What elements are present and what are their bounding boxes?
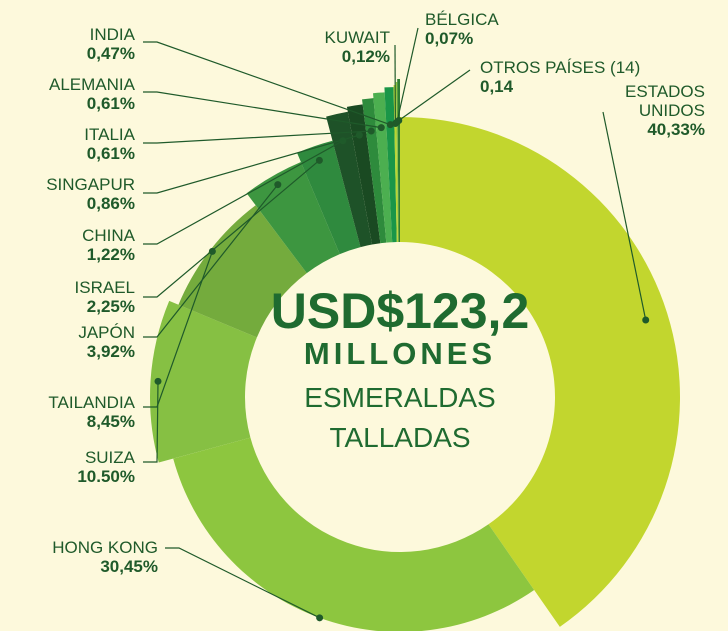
slice-label: ITALIA 0,61% — [0, 125, 135, 163]
leader-dot — [395, 117, 403, 125]
country-name: HONG KONG — [52, 538, 158, 557]
leader-line — [143, 130, 372, 144]
slice — [178, 205, 307, 338]
slice — [373, 92, 393, 243]
leader-dot — [154, 377, 162, 385]
value-label: 2,25% — [86, 297, 135, 316]
slice — [297, 140, 361, 255]
country-name: ALEMANIA — [49, 75, 135, 94]
center-amount: USD$123,2 — [270, 283, 530, 339]
country-name: INDIA — [89, 25, 135, 44]
center-caption: ESMERALDAS — [304, 382, 496, 413]
country-name: SINGAPUR — [46, 175, 135, 194]
leader-line — [602, 111, 647, 321]
value-label: 40,33% — [647, 120, 705, 139]
slice — [362, 98, 387, 244]
slice-label: KUWAIT 0,12% — [280, 28, 390, 66]
country-name: TAILANDIA — [48, 393, 135, 412]
leader-dot — [642, 316, 650, 324]
leader-dot — [316, 614, 324, 622]
value-label: 0,61% — [86, 144, 135, 163]
slice-label: SUIZA 10.50% — [0, 448, 135, 486]
value-label: 0,07% — [425, 29, 474, 48]
country-name: OTROS PAÍSES (14) — [480, 58, 641, 77]
country-name: SUIZA — [84, 448, 135, 467]
leader-line — [143, 159, 320, 298]
slice-label: ALEMANIA 0,61% — [0, 75, 135, 113]
value-label: 0,61% — [86, 94, 135, 113]
value-label: 8,45% — [86, 412, 135, 431]
country-name: ESTADOS UNIDOS — [625, 82, 705, 120]
slice-label: HONG KONG 30,45% — [0, 538, 158, 576]
country-name: CHINA — [82, 226, 135, 245]
leader-line — [165, 547, 320, 619]
slice-label: OTROS PAÍSES (14) 0,14 — [480, 58, 680, 96]
center-caption: TALLADAS — [329, 422, 471, 453]
slice-label: CHINA 1,22% — [0, 226, 135, 264]
slice-label: SINGAPUR 0,86% — [0, 175, 135, 213]
leader-line — [143, 41, 391, 126]
value-label: 10.50% — [77, 467, 135, 486]
slice-label: INDIA 0,47% — [0, 25, 135, 63]
leader-line — [143, 251, 213, 408]
slice — [400, 117, 681, 627]
country-name: ITALIA — [84, 125, 135, 144]
country-name: JAPÓN — [78, 323, 135, 342]
leader-dot — [274, 181, 282, 189]
slice-label: ISRAEL 2,25% — [0, 278, 135, 316]
country-name: ISRAEL — [74, 278, 135, 297]
leader-line — [143, 184, 279, 338]
slice — [326, 111, 373, 248]
leader-line — [143, 91, 382, 129]
slice — [173, 437, 535, 631]
center-unit: MILLONES — [303, 336, 497, 371]
leader-line — [143, 134, 360, 194]
slice — [246, 162, 340, 274]
country-name: KUWAIT — [324, 28, 390, 47]
value-label: 1,22% — [86, 245, 135, 264]
value-label: 30,45% — [100, 557, 158, 576]
slice-label: ESTADOS UNIDOS 40,33% — [605, 82, 705, 139]
leader-line — [396, 27, 419, 123]
slice-label: TAILANDIA 8,45% — [0, 393, 135, 431]
slice — [150, 300, 257, 463]
slice-label: BÉLGICA 0,07% — [425, 10, 545, 48]
leader-line — [143, 381, 159, 463]
value-label: 0,47% — [86, 44, 135, 63]
leader-line — [143, 140, 344, 245]
slice — [346, 104, 381, 245]
leader-line — [398, 69, 471, 121]
value-label: 0,86% — [86, 194, 135, 213]
slice-label: JAPÓN 3,92% — [0, 323, 135, 361]
country-name: BÉLGICA — [425, 10, 499, 29]
value-label: 3,92% — [86, 342, 135, 361]
leader-dot — [377, 124, 385, 132]
leader-dot — [367, 127, 375, 135]
leader-dot — [355, 131, 363, 139]
leader-dot — [315, 156, 323, 164]
value-label: 0,14 — [480, 77, 514, 96]
value-label: 0,12% — [341, 47, 390, 66]
